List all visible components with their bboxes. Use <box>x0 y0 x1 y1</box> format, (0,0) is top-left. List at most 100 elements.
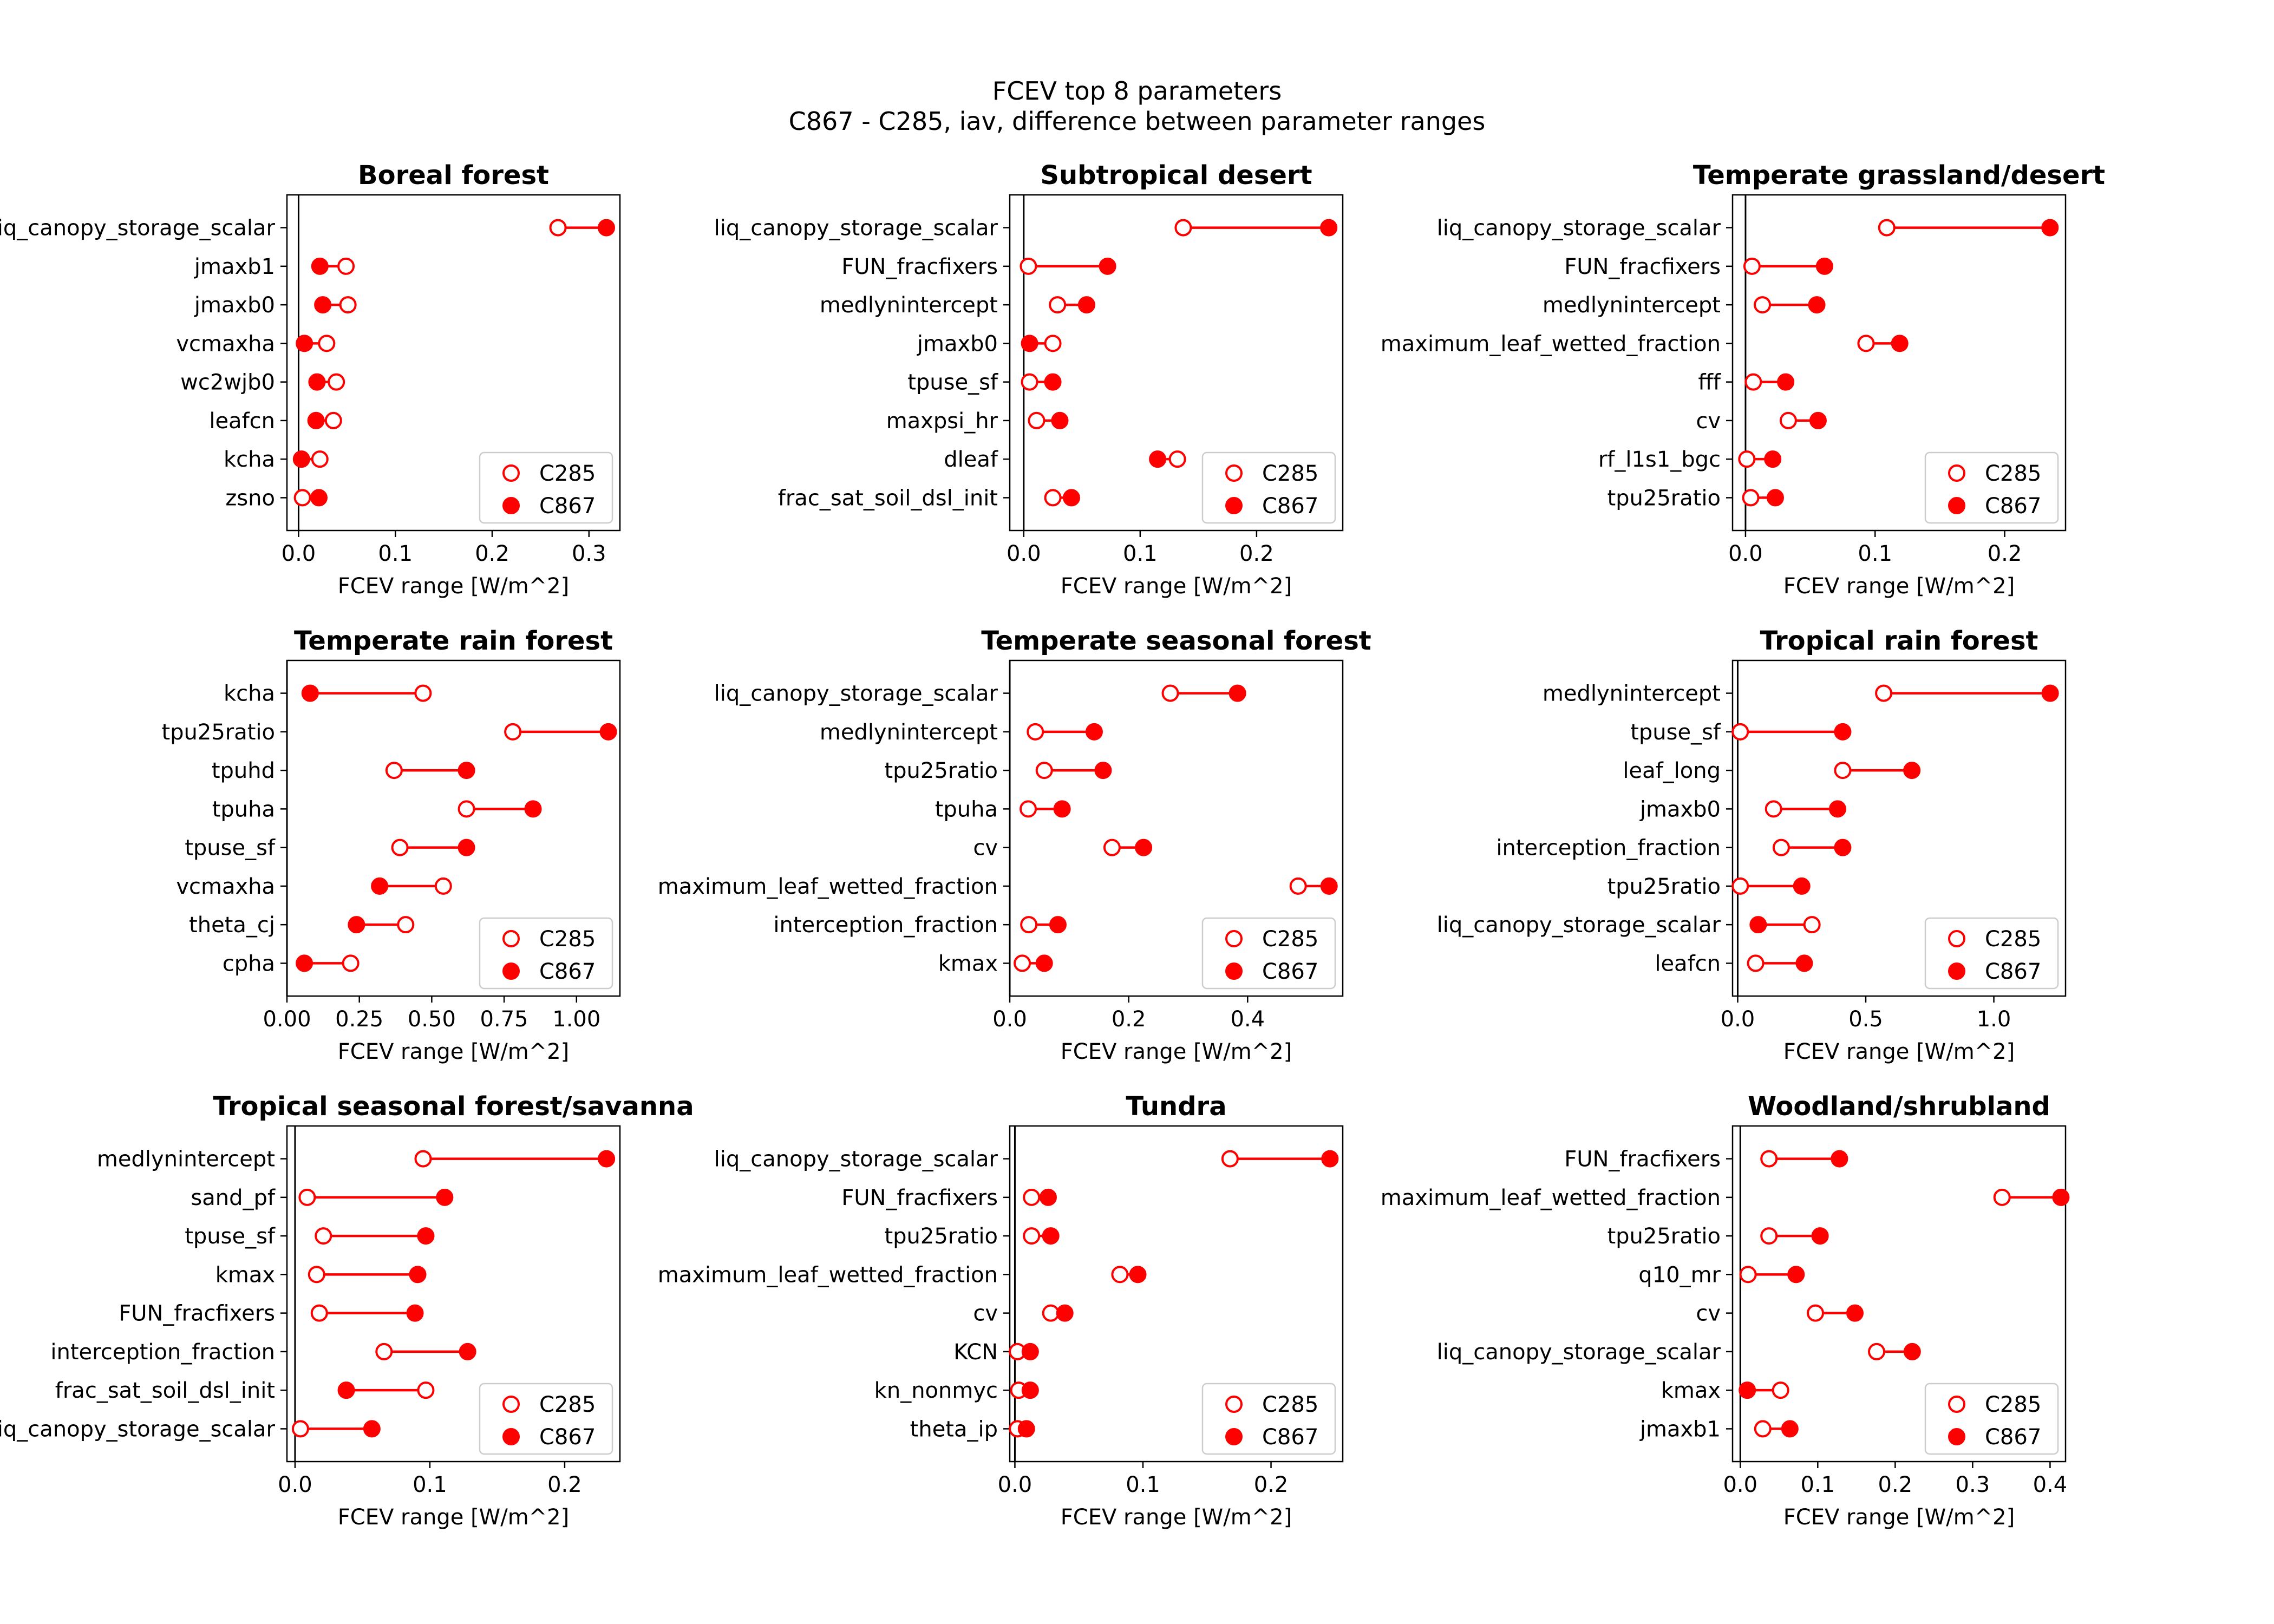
c285-point <box>1754 296 1772 314</box>
y-tick-label: interception_fraction <box>773 913 998 938</box>
axes-frame <box>286 659 621 997</box>
legend-c285-label: C285 <box>539 927 596 952</box>
c867-point <box>1085 723 1103 741</box>
x-tick-label: 0.1 <box>1801 1472 1835 1497</box>
y-tick-label: cv <box>1696 409 1721 434</box>
c867-point <box>1320 877 1338 895</box>
y-tick-label: tpu25ratio <box>1607 874 1721 899</box>
c867-point <box>524 800 542 818</box>
c285-point <box>414 1150 432 1168</box>
legend-c867-label: C867 <box>1262 1425 1318 1450</box>
c285-point <box>1742 489 1760 507</box>
c867-point <box>308 373 326 391</box>
x-tick-label: 0.2 <box>1878 1472 1913 1497</box>
legend-c867-label: C867 <box>1262 959 1318 984</box>
x-tick-label: 0.1 <box>1123 541 1158 566</box>
legend-c285-label: C285 <box>539 461 596 486</box>
x-tick-label: 0.0 <box>1728 541 1763 566</box>
legend-c285-marker <box>1948 464 1965 482</box>
y-tick-label: FUN_fracfixers <box>1564 1147 1721 1172</box>
x-tick-label: 0.0 <box>278 1472 312 1497</box>
legend-c285-marker <box>1225 464 1243 482</box>
c867-point <box>296 335 313 352</box>
x-tick-label: 0.2 <box>475 541 509 566</box>
c285-point <box>1857 335 1875 352</box>
c867-point <box>1766 489 1784 507</box>
c285-point <box>1743 257 1761 275</box>
c285-point <box>397 916 415 934</box>
c867-point <box>2052 1188 2070 1206</box>
legend-c867-marker <box>502 1428 520 1445</box>
c867-point <box>1739 1381 1756 1399</box>
y-tick-label: FUN_fracfixers <box>841 254 998 279</box>
x-tick-label: 0.0 <box>998 1472 1033 1497</box>
c285-point <box>1765 800 1782 818</box>
c867-point <box>1749 916 1767 934</box>
c285-point <box>1747 954 1765 972</box>
legend-c285-label: C285 <box>1985 461 2041 486</box>
c285-point <box>328 373 345 391</box>
c285-point <box>1027 723 1044 741</box>
legend-c867-label: C867 <box>1985 959 2041 984</box>
c285-point <box>1020 916 1038 934</box>
c285-point <box>1834 762 1852 780</box>
legend: C285 C867 <box>1924 451 2059 524</box>
y-tick-label: fff <box>1698 370 1721 395</box>
c867-point <box>348 916 365 934</box>
y-tick-label: FUN_fracfixers <box>1564 254 1721 279</box>
legend: C285 C867 <box>1201 451 1336 524</box>
c285-point <box>337 257 355 275</box>
c285-point <box>1020 800 1037 818</box>
x-tick-label: 0.2 <box>1254 1472 1289 1497</box>
legend-c285-marker <box>1225 1396 1243 1413</box>
legend-c867-label: C867 <box>1262 494 1318 519</box>
c867-point <box>1135 839 1153 856</box>
c867-point <box>363 1420 381 1438</box>
legend: C285 C867 <box>479 451 613 524</box>
legend-c867-label: C867 <box>539 1425 596 1450</box>
legend-c285-marker <box>502 464 520 482</box>
y-tick-label: liq_canopy_storage_scalar <box>0 216 276 241</box>
c285-point <box>1044 335 1062 352</box>
c285-point <box>1875 684 1893 702</box>
x-tick-label: 0.1 <box>1126 1472 1160 1497</box>
y-tick-label: jmaxb0 <box>194 293 275 318</box>
x-axis-label: FCEV range [W/m^2] <box>338 1039 569 1064</box>
x-axis-label: FCEV range [W/m^2] <box>1783 1505 2015 1530</box>
legend: C285 C867 <box>1201 1383 1336 1455</box>
c285-point <box>1744 373 1762 391</box>
y-tick-label: liq_canopy_storage_scalar <box>1437 216 1721 241</box>
c285-point <box>1868 1343 1886 1360</box>
c285-point <box>291 1420 309 1438</box>
c867-point <box>406 1304 424 1322</box>
axes-frame <box>1009 194 1344 532</box>
x-tick-label: 0.00 <box>263 1007 311 1032</box>
c867-point <box>1321 1150 1339 1168</box>
axes-frame <box>286 194 621 532</box>
c285-point <box>385 762 403 780</box>
y-tick-label: medlynintercept <box>820 293 998 318</box>
c867-point <box>1764 450 1782 468</box>
y-tick-label: leafcn <box>1655 951 1721 976</box>
panel-6: Tropical rain forest 0.0 0.5 1.0 FCEV range … <box>1437 626 2067 1064</box>
c867-point <box>1051 411 1069 429</box>
panel-title: Temperate rain forest <box>294 626 613 656</box>
c867-point <box>1846 1304 1864 1322</box>
c867-point <box>1903 762 1921 780</box>
y-tick-label: leaf_long <box>1623 758 1721 783</box>
c285-point <box>1993 1188 2011 1206</box>
c285-point <box>417 1381 435 1399</box>
c867-point <box>1229 684 1246 702</box>
c285-point <box>391 839 409 856</box>
y-tick-label: tpu25ratio <box>1607 1224 1721 1249</box>
c285-point <box>1044 489 1062 507</box>
y-tick-label: liq_canopy_storage_scalar <box>0 1417 276 1442</box>
c867-point <box>1099 257 1116 275</box>
legend-c285-label: C285 <box>539 1392 596 1417</box>
c867-point <box>1056 1304 1074 1322</box>
x-tick-label: 0.4 <box>1230 1007 1265 1032</box>
legend-c285-marker <box>1948 930 1965 947</box>
y-tick-label: FUN_fracfixers <box>841 1186 998 1210</box>
